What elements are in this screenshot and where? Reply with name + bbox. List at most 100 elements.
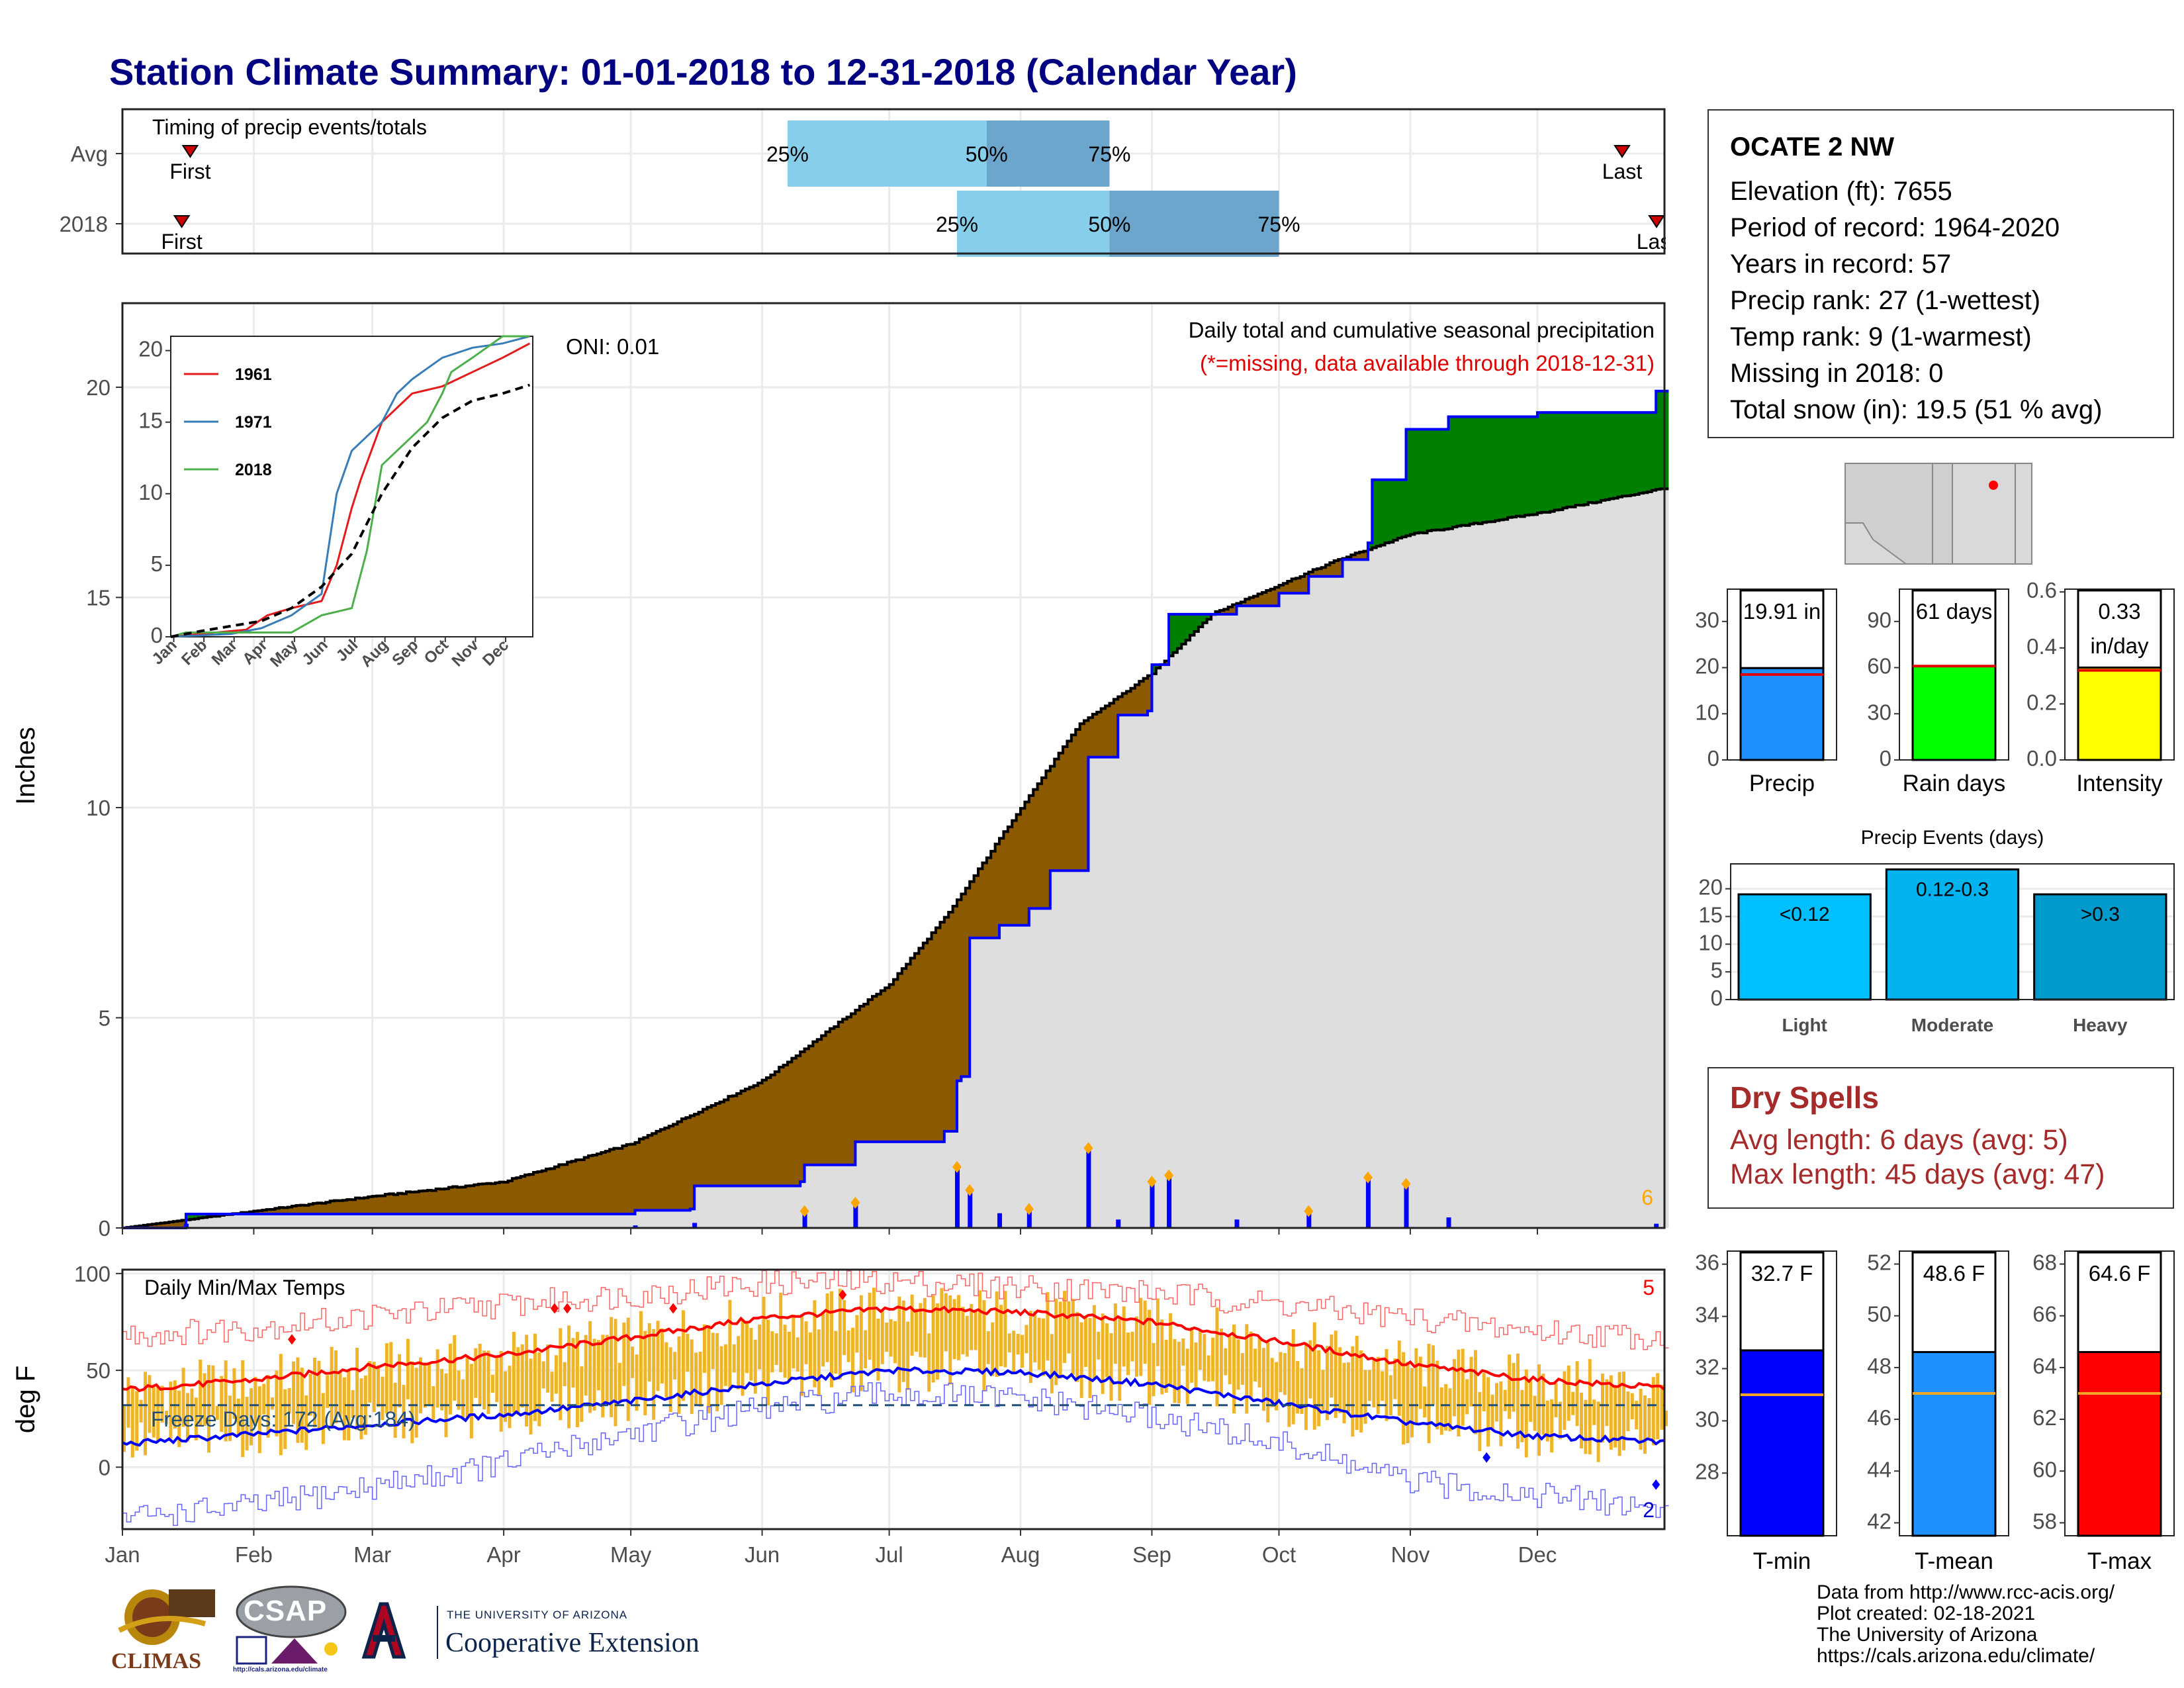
summary-precip-ytick-label: 30: [1695, 608, 1719, 632]
precip-daily-marker: [1304, 1205, 1314, 1217]
timing-first-label: First: [161, 230, 203, 254]
station-temp-rank: Temp rank: 9 (1-warmest): [1730, 322, 2032, 352]
inset-legend-label: 1971: [235, 413, 272, 432]
csap-logo[interactable]: CSAP http://cals.arizona.edu/climate: [232, 1584, 351, 1680]
dry-spells-avg: Avg length: 6 days (avg: 5): [1730, 1124, 2068, 1156]
precip-panel: 0 5 10 15 20 6 Daily total and cumulative seas…: [11, 302, 1669, 1241]
precip-daily-bar: [692, 1223, 698, 1228]
summary-rain-days-top-box: [1911, 589, 1997, 667]
station-elevation: Elevation (ft): 7655: [1730, 177, 1952, 206]
logo-divider: [437, 1606, 438, 1659]
inset-line-avg: [170, 383, 531, 638]
tbar-t-max-ytick-label: 62: [2032, 1405, 2057, 1430]
figure-title: Station Climate Summary: 01-01-2018 to 1…: [109, 51, 1297, 93]
summary-rain-days-value-bar: [1911, 665, 1997, 761]
events-bar-light: [1737, 893, 1872, 1001]
temp-daily-range-bars: [122, 1288, 1668, 1462]
precip-daily-bar: [1150, 1182, 1155, 1228]
summary-intensity-ytick-label: 0.6: [2026, 578, 2057, 602]
timing-plot-border: [121, 108, 1666, 255]
precip-ytick-label: 10: [86, 796, 111, 820]
events-bar-heavy: [2033, 893, 2167, 1001]
events-bar-range: >0.3: [2081, 904, 2120, 925]
summary-rain-days-ytick-label: 90: [1867, 608, 1891, 632]
footer-line-source: Data from http://www.rcc-acis.org/: [1817, 1581, 2115, 1603]
summary-bar-label: Precip: [1749, 771, 1815, 796]
precip-corner-count: 6: [1641, 1186, 1653, 1209]
tbar-t-min-value-bar: [1739, 1349, 1825, 1537]
ua-extension-text: Cooperative Extension: [445, 1628, 700, 1658]
record-high-marker: [550, 1303, 559, 1314]
precip-daily-marker: [1024, 1203, 1034, 1215]
tbar-t-max-value-label: 64.6 F: [2089, 1261, 2151, 1286]
precip-daily-bar: [1234, 1219, 1240, 1228]
dry-spells-max: Max length: 45 days (avg: 47): [1730, 1158, 2105, 1190]
timing-last-marker: [1614, 145, 1631, 158]
timing-first-marker: [173, 215, 191, 228]
timing-label-25: 25%: [936, 212, 978, 236]
precip-below-average-fill: [126, 551, 1368, 1228]
record-low-marker: [1652, 1479, 1661, 1490]
precip-daily-bar: [955, 1166, 960, 1228]
station-snow: Total snow (in): 19.5 (51 % avg): [1730, 395, 2103, 424]
events-bar-label: Heavy: [2073, 1015, 2128, 1035]
temp-xtick-label: Mar: [353, 1542, 391, 1567]
precip-daily-bar: [184, 1223, 189, 1228]
events-bar-label: Light: [1782, 1015, 1827, 1035]
tbar-t-mean-ytick-label: 42: [1867, 1509, 1891, 1533]
precip-subtitle: (*=missing, data available through 2018-…: [1200, 351, 1655, 375]
inset-ytick-label: 10: [138, 480, 163, 504]
csap-logo-text: CSAP: [244, 1595, 328, 1627]
tbar-t-max-ytick-label: 64: [2032, 1354, 2057, 1378]
timing-row-label: Avg: [71, 142, 108, 166]
tbar-t-min-ytick-label: 28: [1695, 1459, 1719, 1483]
precip-above-average-fill: [186, 391, 1669, 1220]
tbar-t-max-ytick-label: 68: [2032, 1250, 2057, 1275]
precip-daily-bar: [1306, 1211, 1312, 1228]
location-map: [1844, 463, 2032, 565]
summary-precip-value-bar: [1739, 667, 1825, 761]
precip-daily-bar: [1404, 1184, 1409, 1228]
events-bar-moderate: [1885, 868, 2020, 1001]
temp-xtick-label: Jun: [745, 1542, 780, 1567]
station-info-box: OCATE 2 NW Elevation (ft): 7655 Period o…: [1707, 109, 2174, 438]
temp-xtick-label: Sep: [1132, 1542, 1171, 1567]
precip-ytick-label: 15: [86, 586, 111, 610]
temp-avg-min-line: [122, 1366, 1665, 1447]
timing-bar-q2: [957, 191, 1110, 257]
inset-plot-bg: [170, 336, 533, 637]
timing-first-label: First: [169, 160, 210, 183]
station-location-marker: [1989, 481, 1998, 490]
events-frame: [1730, 863, 2175, 1000]
record-high-count: 5: [1643, 1276, 1655, 1299]
precip-ytick-label: 5: [99, 1006, 111, 1031]
precip-ytick-label: 0: [99, 1216, 111, 1241]
tbar-t-min-value-label: 32.7 F: [1751, 1261, 1813, 1286]
timing-label-75: 75%: [1257, 212, 1300, 236]
timing-last-marker: [1648, 215, 1665, 228]
summary-rain-days-value-label: 61 days: [1916, 599, 1993, 624]
summary-precip-ytick-label: 0: [1707, 746, 1719, 771]
footer-line-created: Plot created: 02-18-2021: [1817, 1603, 2036, 1624]
summary-bar-label: Rain days: [1903, 771, 2006, 796]
inset-line-1971: [170, 335, 530, 638]
events-ytick-label: 15: [1698, 902, 1723, 927]
summary-precip-value-label: 19.91 in: [1743, 599, 1821, 624]
timing-bar-q3: [1109, 191, 1279, 257]
temp-xtick-label: Aug: [1001, 1542, 1040, 1567]
temp-xtick-label: Feb: [235, 1542, 273, 1567]
csap-logo-url: http://cals.arizona.edu/climate: [233, 1666, 328, 1673]
ua-small-text: THE UNIVERSITY OF ARIZONA: [447, 1609, 628, 1621]
summary-bar-label: Intensity: [2076, 771, 2163, 796]
precip-daily-marker: [799, 1205, 809, 1217]
precip-title: Daily total and cumulative seasonal prec…: [1189, 318, 1655, 342]
climas-logo-text: CLIMAS: [111, 1649, 202, 1673]
inset-ytick-label: 20: [138, 337, 163, 361]
climas-logo[interactable]: CLIMAS: [106, 1584, 218, 1677]
summary-intensity-value-label: 0.33: [2098, 599, 2140, 624]
precip-daily-bar: [1654, 1223, 1659, 1228]
temp-xtick-label: Nov: [1391, 1542, 1430, 1567]
tbar-t-min-ytick-label: 36: [1695, 1250, 1719, 1275]
ua-cooperative-extension-logo[interactable]: THE UNIVERSITY OF ARIZONA Cooperative Ex…: [361, 1601, 745, 1667]
oni-label: ONI: 0.01: [566, 334, 659, 359]
